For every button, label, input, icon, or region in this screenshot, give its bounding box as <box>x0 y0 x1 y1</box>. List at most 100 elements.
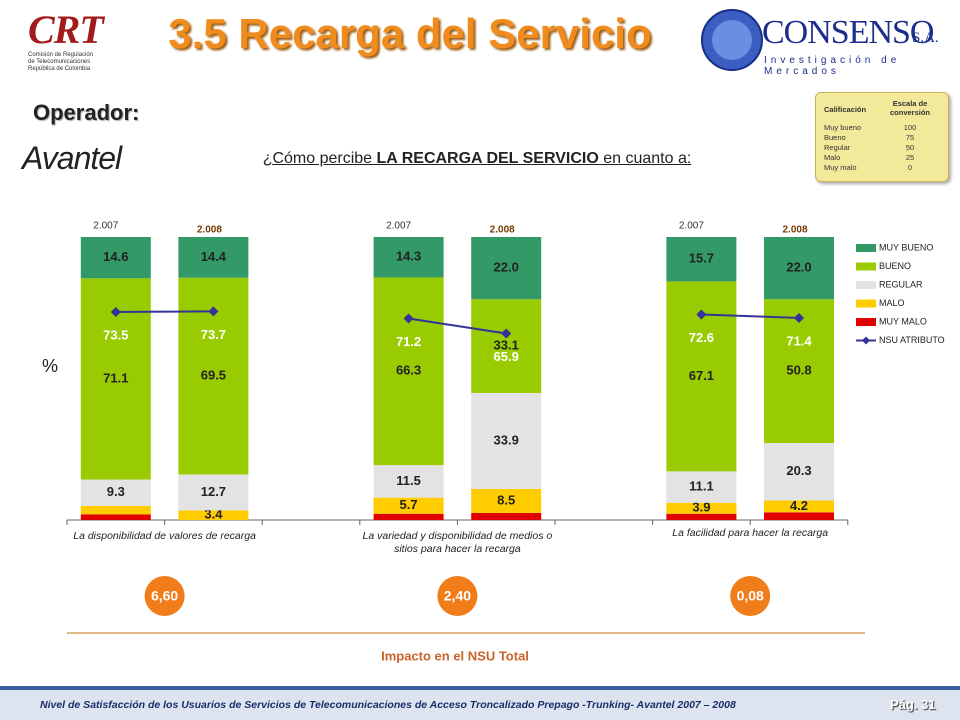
bar-segment <box>764 237 834 300</box>
footer-text: Nivel de Satisfacción de los Usuarios de… <box>40 699 736 711</box>
scale-header: Calificación <box>824 105 867 114</box>
segment-label: 22.0 <box>786 260 811 275</box>
crt-logo: CRT <box>28 7 104 52</box>
bar-segment <box>178 237 249 278</box>
footer-band <box>0 690 960 720</box>
bar-year-label: 2.008 <box>197 225 222 236</box>
nsu-marker <box>696 309 707 320</box>
consenso-logo: CONSENSO <box>762 14 934 51</box>
operator-logo: Avantel <box>22 140 122 176</box>
scale-value: 50 <box>905 143 915 152</box>
bar-segment <box>373 465 444 498</box>
legend-label: BUENO <box>879 261 911 271</box>
bar-segment <box>471 237 542 300</box>
legend-label: NSU ATRIBUTO <box>879 335 945 345</box>
legend-marker <box>862 336 870 345</box>
bar-segment <box>764 512 834 520</box>
nsu-marker <box>208 306 219 317</box>
segment-label: 69.5 <box>201 368 226 383</box>
bar-segment <box>373 237 444 278</box>
nsu-marker <box>501 328 512 339</box>
bar-segment <box>373 497 444 514</box>
scale-value: 0 <box>907 163 913 172</box>
bar-segment <box>80 514 151 520</box>
bar-segment <box>178 474 249 511</box>
segment-label: 5.7 <box>400 497 418 512</box>
question-part: LA RECARGA DEL SERVICIO <box>376 150 599 167</box>
crt-caption-line: Comisión de Regulación <box>28 52 94 58</box>
bar-year-label: 2.008 <box>782 225 807 236</box>
page-number: Pág. 31 <box>890 697 936 712</box>
segment-label: 8.5 <box>497 492 515 507</box>
segment-label: 71.1 <box>103 370 128 385</box>
bar-segment <box>471 299 542 393</box>
bar-segment <box>666 502 737 514</box>
segment-label: 67.1 <box>689 368 714 383</box>
legend-label: MALO <box>879 298 905 308</box>
crt-caption-line: de Telecomunicaciones <box>28 59 91 65</box>
chart-question: ¿Cómo percibe LA RECARGA DEL SERVICIO en… <box>232 148 722 170</box>
segment-label: 14.3 <box>396 249 421 264</box>
impact-label: 0,08 <box>737 588 764 604</box>
impact-label: 6,60 <box>151 588 178 604</box>
nsu-marker <box>794 312 804 323</box>
nsu-line <box>408 317 507 335</box>
bar-segment <box>80 237 151 279</box>
nsu-line <box>115 310 214 313</box>
consenso-tagline: Investigación de Mercados <box>764 55 901 77</box>
question-part: en cuanto a: <box>598 150 692 167</box>
segment-label: 50.8 <box>786 363 811 378</box>
bar-segment <box>471 488 542 513</box>
slide-title: 3.5 Recarga del Servicio <box>168 10 652 57</box>
nsu-label: 71.4 <box>786 333 812 348</box>
segment-label: 4.2 <box>790 498 808 513</box>
nsu-marker <box>403 313 414 324</box>
operator-label: Operador: <box>33 100 140 125</box>
impact-title: Impacto en el NSU Total <box>381 648 529 663</box>
scale-value: 100 <box>903 123 917 132</box>
nsu-line <box>701 313 800 319</box>
bar-segment <box>373 513 444 520</box>
segment-label: 11.1 <box>689 478 714 493</box>
category-label: La variedad y disponibilidad de medios o… <box>362 530 553 555</box>
impact-badge <box>144 576 185 616</box>
legend-label: REGULAR <box>879 279 923 289</box>
segment-label: 3.9 <box>692 500 710 515</box>
nsu-label: 73.7 <box>201 327 226 342</box>
bar-segment <box>764 299 834 444</box>
segment-label: 15.7 <box>689 251 714 266</box>
question-part: ¿Cómo percibe <box>262 150 377 167</box>
bar-segment <box>80 505 151 515</box>
consenso-suffix: S.A. <box>912 30 939 46</box>
segment-label: 12.7 <box>201 484 226 499</box>
category-label: La facilidad para hacer la recarga <box>672 527 829 539</box>
segment-label: 33.1 <box>494 338 519 353</box>
legend-swatch <box>856 244 876 252</box>
bar-segment <box>373 277 444 466</box>
bar-segment <box>764 443 834 501</box>
bar-segment <box>666 471 737 503</box>
bar-year-label: 2.007 <box>93 221 118 232</box>
impact-label: 2,40 <box>444 588 471 604</box>
category-label: La disponibilidad de valores de recarga <box>73 530 256 542</box>
bar-segment <box>80 479 151 506</box>
bar-segment <box>471 512 542 520</box>
nsu-label: 65.9 <box>494 349 519 364</box>
scale-header: Escala de conversión <box>889 99 930 117</box>
bar-segment <box>471 392 542 489</box>
legend-label: MUY BUENO <box>879 242 933 252</box>
y-axis-label: % <box>42 356 58 376</box>
scale-rating: Regular <box>824 143 851 152</box>
scale-value: 75 <box>905 133 915 142</box>
legend-label: MUY MALO <box>879 316 927 326</box>
nsu-label: 71.2 <box>396 334 421 349</box>
scale-rating: Muy malo <box>824 163 857 172</box>
segment-label: 22.0 <box>494 260 519 275</box>
scale-rating: Malo <box>824 153 841 162</box>
crt-caption: Comisión de Regulación de Telecomunicaci… <box>28 52 93 73</box>
bar-segment <box>178 510 249 520</box>
segment-label: 20.3 <box>786 463 811 478</box>
segment-label: 33.9 <box>494 432 519 447</box>
